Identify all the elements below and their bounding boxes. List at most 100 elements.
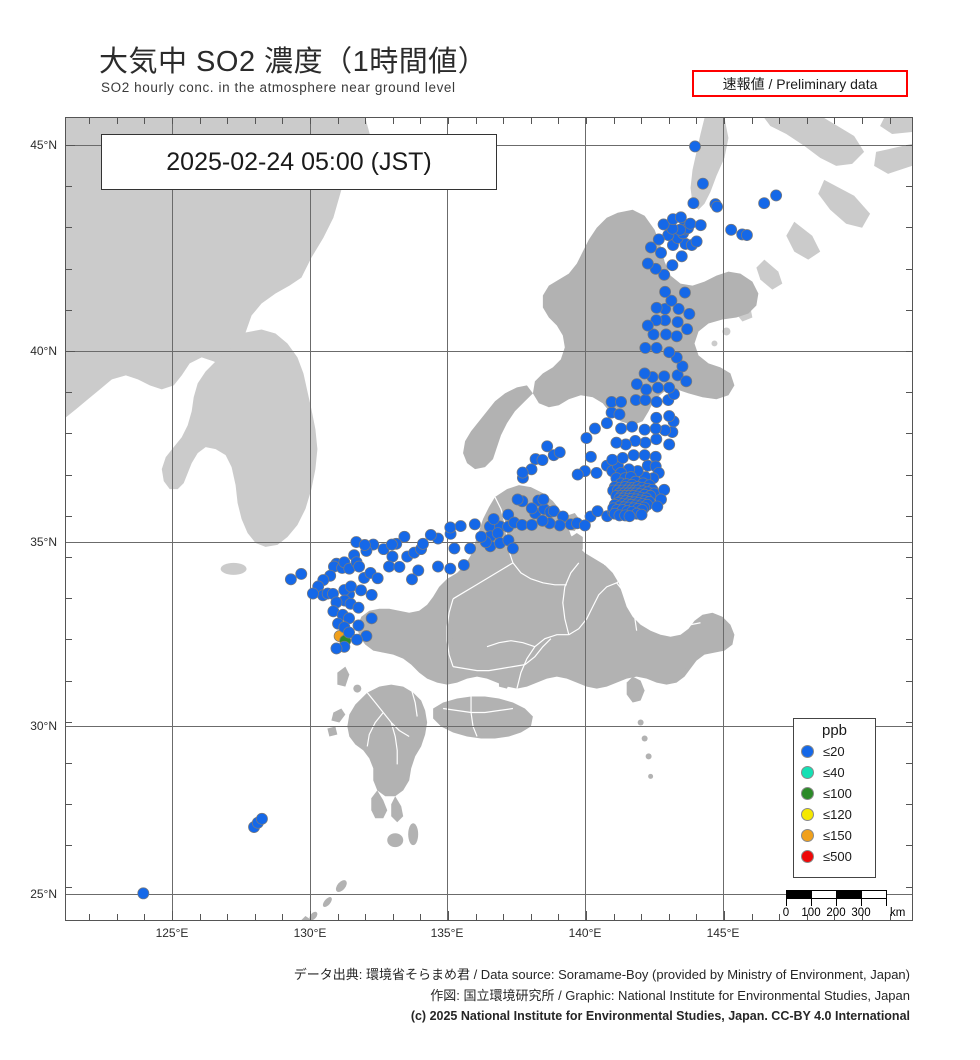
station-marker[interactable] — [344, 580, 357, 593]
station-marker[interactable] — [137, 887, 150, 900]
station-marker[interactable] — [591, 505, 604, 518]
station-marker[interactable] — [398, 530, 411, 543]
station-marker[interactable] — [639, 436, 652, 449]
station-marker[interactable] — [675, 250, 688, 263]
station-marker[interactable] — [641, 257, 654, 270]
station-marker[interactable] — [256, 812, 268, 825]
station-marker[interactable] — [444, 521, 457, 534]
station-marker[interactable] — [670, 330, 683, 343]
station-marker[interactable] — [680, 375, 693, 388]
station-marker[interactable] — [640, 383, 653, 396]
station-marker[interactable] — [638, 449, 651, 462]
station-marker[interactable] — [627, 449, 640, 462]
station-marker[interactable] — [457, 559, 470, 572]
station-marker[interactable] — [448, 542, 461, 555]
station-marker[interactable] — [666, 259, 679, 272]
station-marker[interactable] — [676, 360, 689, 373]
station-marker[interactable] — [655, 246, 667, 259]
station-marker[interactable] — [393, 560, 406, 573]
station-marker[interactable] — [284, 573, 297, 586]
station-marker[interactable] — [516, 466, 529, 479]
station-marker[interactable] — [671, 316, 684, 329]
station-marker[interactable] — [740, 229, 753, 242]
station-marker[interactable] — [660, 328, 673, 341]
station-marker[interactable] — [365, 588, 378, 601]
station-marker[interactable] — [606, 453, 619, 466]
station-marker[interactable] — [683, 307, 696, 320]
station-marker[interactable] — [330, 642, 343, 655]
station-marker[interactable] — [644, 241, 657, 254]
station-marker[interactable] — [537, 493, 550, 506]
station-marker[interactable] — [689, 140, 701, 153]
station-marker[interactable] — [610, 436, 623, 449]
station-marker[interactable] — [651, 500, 664, 513]
station-marker[interactable] — [571, 468, 584, 481]
station-marker[interactable] — [623, 510, 636, 523]
station-marker[interactable] — [681, 323, 694, 336]
station-marker[interactable] — [663, 381, 676, 394]
station-marker[interactable] — [638, 423, 651, 436]
station-marker[interactable] — [536, 454, 549, 466]
station-marker[interactable] — [584, 450, 597, 463]
station-marker[interactable] — [383, 560, 395, 573]
station-marker[interactable] — [657, 218, 670, 231]
station-marker[interactable] — [650, 301, 663, 314]
station-marker[interactable] — [468, 518, 481, 531]
station-marker[interactable] — [590, 466, 603, 479]
station-marker[interactable] — [651, 381, 664, 394]
station-marker[interactable] — [672, 302, 685, 315]
station-marker[interactable] — [444, 562, 457, 575]
legend-item-4[interactable]: ≤150 — [794, 825, 875, 846]
station-marker[interactable] — [487, 513, 500, 525]
map-plot-area[interactable] — [65, 117, 913, 921]
station-marker[interactable] — [615, 395, 628, 408]
station-marker[interactable] — [658, 268, 671, 281]
station-marker[interactable] — [541, 440, 554, 453]
legend-item-2[interactable]: ≤100 — [794, 783, 875, 804]
legend-item-3[interactable]: ≤120 — [794, 804, 875, 825]
station-marker[interactable] — [639, 341, 652, 354]
station-marker[interactable] — [525, 519, 538, 531]
station-marker[interactable] — [578, 519, 591, 532]
station-marker[interactable] — [525, 502, 538, 515]
station-marker[interactable] — [616, 452, 629, 464]
station-marker[interactable] — [650, 433, 663, 446]
station-marker[interactable] — [295, 568, 308, 580]
station-marker[interactable] — [371, 572, 384, 585]
legend-item-5[interactable]: ≤500 — [794, 846, 875, 867]
station-marker[interactable] — [454, 520, 467, 533]
station-marker[interactable] — [626, 420, 638, 433]
station-marker[interactable] — [630, 378, 643, 391]
legend-item-1[interactable]: ≤40 — [794, 762, 875, 783]
station-marker[interactable] — [687, 197, 700, 210]
station-marker[interactable] — [553, 446, 566, 459]
station-marker[interactable] — [352, 619, 365, 632]
station-marker[interactable] — [343, 626, 355, 639]
station-marker[interactable] — [758, 197, 771, 210]
station-marker[interactable] — [355, 584, 367, 597]
station-marker[interactable] — [652, 233, 665, 246]
station-marker[interactable] — [365, 612, 378, 625]
station-marker[interactable] — [507, 542, 519, 555]
station-marker[interactable] — [406, 573, 418, 586]
station-marker[interactable] — [352, 601, 365, 614]
station-marker-layer[interactable] — [66, 118, 912, 920]
station-marker[interactable] — [464, 542, 477, 555]
station-marker[interactable] — [684, 217, 697, 230]
station-marker[interactable] — [711, 200, 723, 213]
station-marker[interactable] — [536, 514, 549, 527]
station-marker[interactable] — [385, 538, 398, 551]
station-marker[interactable] — [663, 410, 676, 422]
station-marker[interactable] — [635, 508, 648, 521]
station-marker[interactable] — [580, 432, 593, 445]
station-marker[interactable] — [658, 370, 671, 383]
station-marker[interactable] — [694, 219, 707, 232]
station-marker[interactable] — [412, 564, 425, 577]
station-marker[interactable] — [475, 530, 488, 543]
station-marker[interactable] — [639, 394, 652, 407]
station-marker[interactable] — [615, 422, 628, 435]
station-marker[interactable] — [663, 438, 676, 451]
station-marker[interactable] — [600, 417, 613, 430]
station-marker[interactable] — [674, 211, 687, 224]
station-marker[interactable] — [491, 527, 504, 540]
